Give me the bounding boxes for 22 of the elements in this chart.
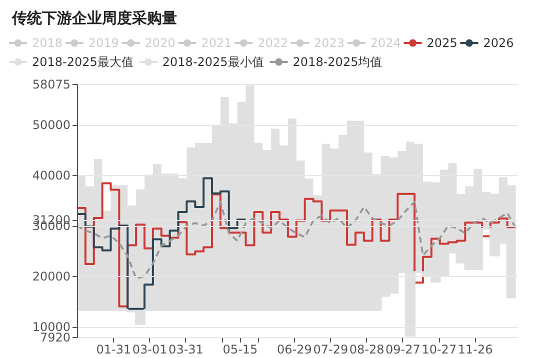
x-tick-label: 05-15: [222, 342, 258, 356]
y-tick-label: 20000: [32, 270, 70, 284]
y-tick-label: 7920: [40, 330, 70, 344]
y-tick-label: 58075: [32, 78, 70, 92]
x-tick-label: 10-27: [422, 342, 457, 356]
y-tick-label: 40000: [32, 168, 70, 183]
legend-label: 2025: [426, 36, 458, 50]
legend-label: 2018-2025最小值: [162, 55, 264, 69]
line-series: [77, 200, 517, 280]
x-tick-label: 07-29: [313, 342, 348, 356]
x-tick-label: 09-27: [386, 342, 420, 356]
chart-title: 传统下游企业周度采购量: [11, 9, 177, 27]
legend-label: 2018-2025最大值: [32, 55, 134, 69]
x-tick-label: 01-31: [96, 342, 132, 356]
x-tick-label: 03-01: [132, 342, 168, 356]
x-tick-label: 06-29: [277, 342, 312, 356]
legend-label: 2018-2025均值: [292, 55, 382, 69]
legend-label: 2026: [483, 36, 514, 50]
x-tick-label: 08-28: [349, 342, 384, 356]
y-tick-label: 50000: [32, 118, 70, 132]
x-tick-label: 03-31: [168, 342, 204, 356]
x-tick-label: 11-26: [458, 342, 493, 356]
